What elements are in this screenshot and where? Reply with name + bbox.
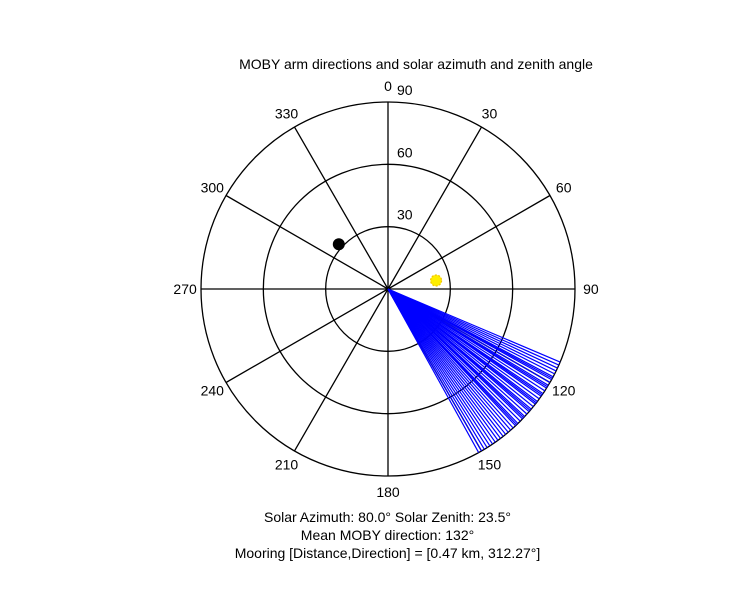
grid-spoke	[387, 126, 483, 290]
grid-spoke	[225, 288, 389, 384]
sun-marker	[429, 274, 443, 287]
polar-plot: MOBY arm directions and solar azimuth an…	[173, 56, 598, 500]
radial-tick-label: 30	[397, 207, 413, 223]
solar-info-line: Solar Azimuth: 80.0° Solar Zenith: 23.5°	[264, 509, 511, 525]
angle-tick-label: 120	[552, 382, 576, 398]
arm-direction-line	[387, 288, 537, 404]
angle-tick-label: 0	[384, 78, 392, 94]
radial-tick-label: 90	[397, 82, 413, 98]
radial-tick-labels: 30 60 90	[397, 82, 413, 223]
grid-spoke	[293, 288, 389, 452]
markers	[332, 238, 443, 287]
moby-arm-lines	[387, 288, 561, 453]
chart-title: MOBY arm directions and solar azimuth an…	[239, 56, 593, 72]
grid-spoke	[225, 194, 389, 290]
angle-tick-label: 150	[478, 457, 502, 473]
arm-direction-line	[387, 288, 548, 388]
arm-direction-line	[387, 288, 543, 396]
grid-spoke	[387, 194, 551, 290]
grid-spoke	[293, 126, 389, 290]
angle-tick-label: 180	[376, 484, 400, 500]
angle-tick-label: 270	[173, 281, 197, 297]
angle-tick-label: 90	[583, 281, 599, 297]
angle-tick-label: 60	[556, 180, 572, 196]
radial-tick-label: 60	[397, 144, 413, 160]
angle-tick-label: 30	[482, 105, 498, 121]
angle-tick-label: 210	[275, 457, 299, 473]
angle-tick-label: 300	[201, 180, 225, 196]
arm-direction-line	[387, 288, 531, 411]
arm-direction-line	[387, 288, 480, 453]
mooring-info-line: Mooring [Distance,Direction] = [0.47 km,…	[234, 545, 541, 561]
arm-direction-line	[387, 288, 553, 379]
angle-tick-labels: 0 30 60 90 120 150 180 210 240 270 300 330	[173, 78, 598, 500]
arm-direction-line	[387, 288, 525, 419]
polar-grid	[200, 101, 576, 477]
angle-tick-label: 240	[201, 382, 225, 398]
angle-tick-label: 330	[275, 105, 299, 121]
arm-direction-line	[387, 288, 518, 426]
mean-direction-line: Mean MOBY direction: 132°	[300, 527, 475, 543]
mooring-marker	[332, 238, 345, 251]
